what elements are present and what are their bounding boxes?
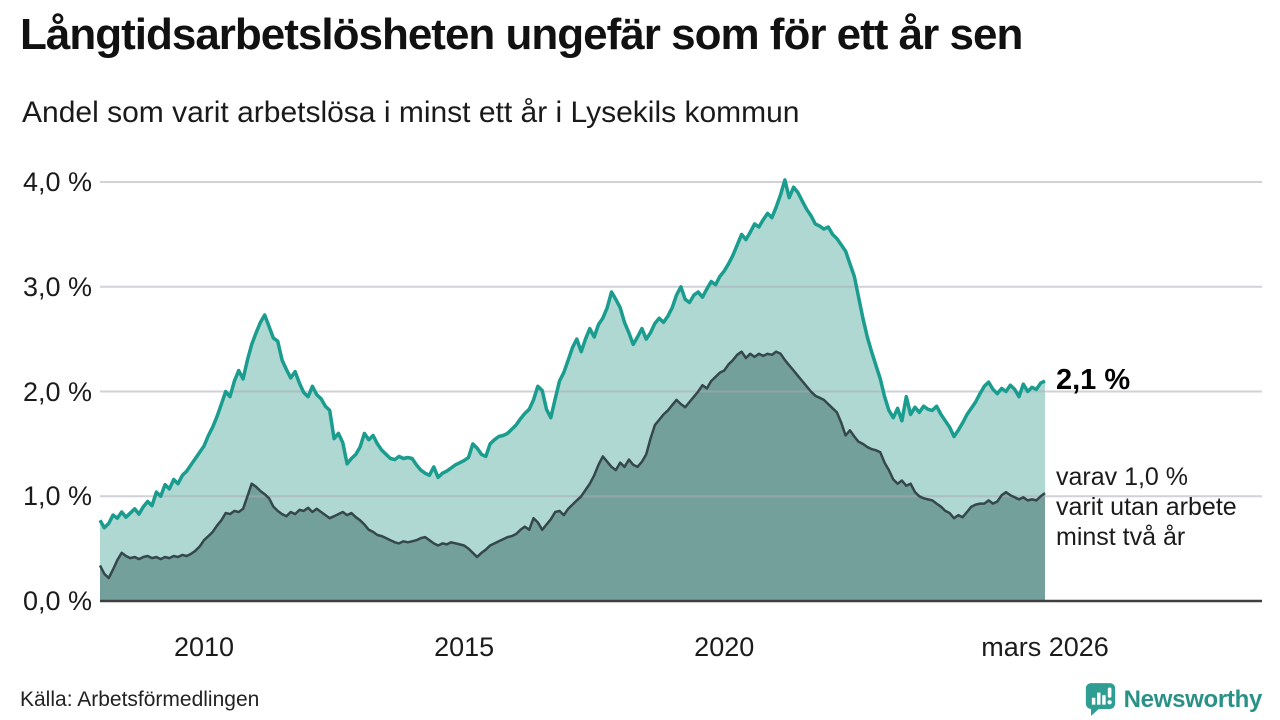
annotation-line: varit utan arbete	[1056, 493, 1237, 522]
y-tick-label: 2,0 %	[22, 376, 92, 407]
x-tick-label: 2015	[434, 632, 495, 662]
page-title: Långtidsarbetslösheten ungefär som för e…	[20, 10, 1023, 59]
annotation-line: minst två år	[1056, 523, 1186, 552]
end-value-label: 2,1 %	[1056, 364, 1131, 396]
y-tick-label: 1,0 %	[22, 481, 92, 512]
brand-name: Newsworthy	[1123, 685, 1263, 713]
source-note: Källa: Arbetsförmedlingen	[20, 688, 260, 711]
newsworthy-icon	[1085, 683, 1115, 716]
annotation-line: varav 1,0 %	[1056, 463, 1189, 492]
chart-subtitle: Andel som varit arbetslösa i minst ett å…	[22, 96, 800, 129]
y-tick-label: 3,0 %	[22, 271, 92, 302]
y-tick-label: 4,0 %	[22, 167, 92, 197]
x-tick-label: 2010	[173, 632, 235, 662]
end-value-annotation: varav 1,0 % varit utan arbete minst två …	[1056, 462, 1237, 552]
y-tick-label: 0,0 %	[22, 586, 92, 616]
x-tick-label: 2020	[694, 632, 755, 662]
newsworthy-logo: Newsworthy	[1085, 682, 1262, 717]
x-tick-label: mars 2026	[981, 632, 1109, 662]
